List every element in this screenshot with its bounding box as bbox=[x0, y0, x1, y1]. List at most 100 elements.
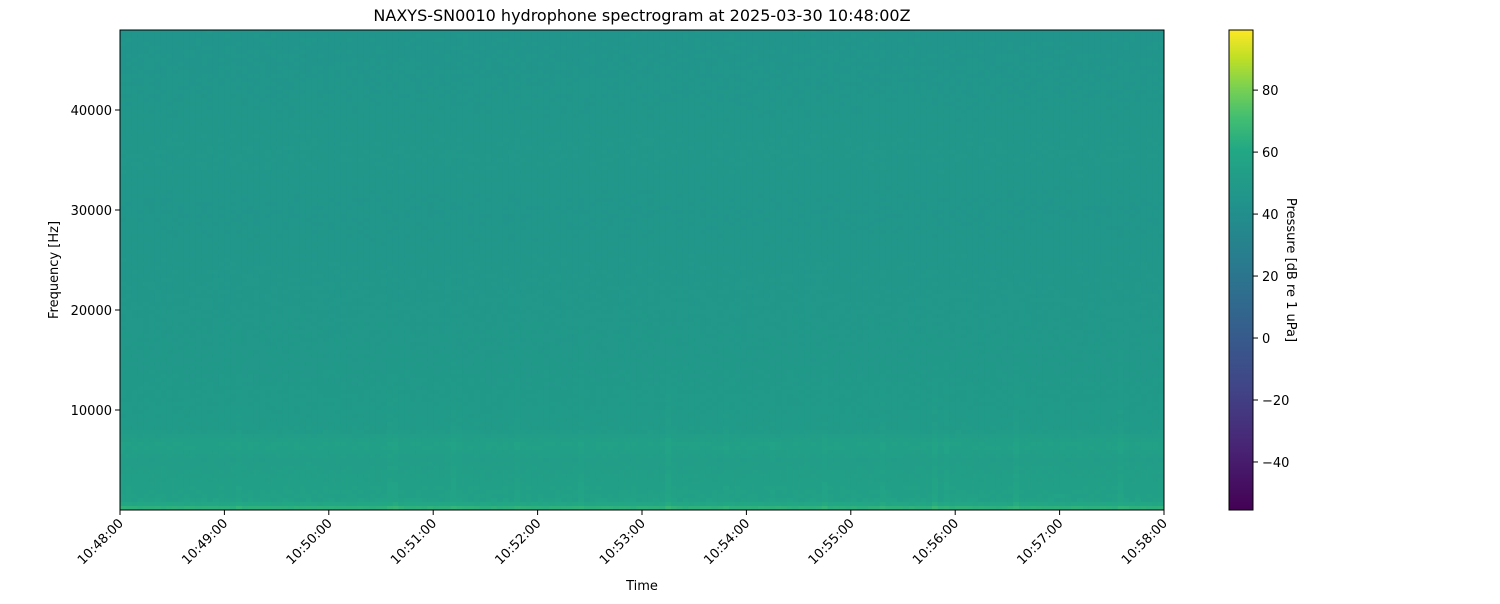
heatmap-cell bbox=[1129, 102, 1135, 106]
heatmap-cell bbox=[1019, 130, 1025, 134]
heatmap-cell bbox=[259, 98, 265, 102]
heatmap-cell bbox=[445, 134, 451, 138]
heatmap-cell bbox=[433, 42, 439, 46]
heatmap-cell bbox=[532, 74, 538, 78]
heatmap-cell bbox=[242, 42, 248, 46]
heatmap-cell bbox=[555, 90, 561, 94]
heatmap-cell bbox=[132, 106, 138, 110]
heatmap-cell bbox=[201, 34, 207, 38]
heatmap-cell bbox=[190, 90, 196, 94]
heatmap-cell bbox=[700, 106, 706, 110]
heatmap-cell bbox=[1071, 50, 1077, 54]
heatmap-cell bbox=[1007, 82, 1013, 86]
heatmap-cell bbox=[990, 70, 996, 74]
heatmap-cell bbox=[671, 118, 677, 122]
heatmap-cell bbox=[358, 50, 364, 54]
heatmap-cell bbox=[729, 82, 735, 86]
heatmap-cell bbox=[1147, 130, 1153, 134]
heatmap-cell bbox=[880, 90, 886, 94]
heatmap-cell bbox=[311, 86, 317, 90]
heatmap-cell bbox=[1089, 110, 1095, 114]
heatmap-cell bbox=[683, 34, 689, 38]
heatmap-cell bbox=[329, 126, 335, 130]
heatmap-cell bbox=[596, 30, 602, 34]
heatmap-cell bbox=[741, 86, 747, 90]
heatmap-cell bbox=[433, 110, 439, 114]
heatmap-cell bbox=[1129, 38, 1135, 42]
heatmap-cell bbox=[491, 118, 497, 122]
heatmap-cell bbox=[764, 58, 770, 62]
heatmap-cell bbox=[1002, 94, 1008, 98]
heatmap-cell bbox=[683, 114, 689, 118]
heatmap-cell bbox=[335, 126, 341, 130]
heatmap-cell bbox=[555, 70, 561, 74]
heatmap-cell bbox=[543, 58, 549, 62]
heatmap-cell bbox=[938, 90, 944, 94]
heatmap-cell bbox=[300, 98, 306, 102]
heatmap-cell bbox=[1094, 114, 1100, 118]
heatmap-cell bbox=[648, 126, 654, 130]
heatmap-cell bbox=[358, 74, 364, 78]
heatmap-cell bbox=[903, 110, 909, 114]
heatmap-cell bbox=[526, 62, 532, 66]
heatmap-cell bbox=[961, 106, 967, 110]
heatmap-cell bbox=[880, 78, 886, 82]
heatmap-cell bbox=[938, 118, 944, 122]
heatmap-cell bbox=[868, 86, 874, 90]
heatmap-cell bbox=[671, 134, 677, 138]
heatmap-cell bbox=[1002, 122, 1008, 126]
heatmap-cell bbox=[717, 86, 723, 90]
heatmap-cell bbox=[433, 78, 439, 82]
heatmap-cell bbox=[398, 42, 404, 46]
heatmap-cell bbox=[375, 130, 381, 134]
heatmap-cell bbox=[729, 62, 735, 66]
heatmap-cell bbox=[555, 62, 561, 66]
heatmap-cell bbox=[677, 66, 683, 70]
heatmap-cell bbox=[758, 82, 764, 86]
heatmap-cell bbox=[439, 114, 445, 118]
heatmap-cell bbox=[300, 58, 306, 62]
heatmap-cell bbox=[694, 94, 700, 98]
heatmap-cell bbox=[387, 126, 393, 130]
heatmap-cell bbox=[364, 138, 370, 142]
heatmap-cell bbox=[480, 62, 486, 66]
heatmap-cell bbox=[207, 98, 213, 102]
heatmap-cell bbox=[578, 126, 584, 130]
heatmap-cell bbox=[886, 94, 892, 98]
heatmap-cell bbox=[381, 90, 387, 94]
heatmap-cell bbox=[248, 58, 254, 62]
heatmap-cell bbox=[184, 130, 190, 134]
heatmap-cell bbox=[1118, 126, 1124, 130]
heatmap-cell bbox=[445, 62, 451, 66]
heatmap-cell bbox=[665, 34, 671, 38]
heatmap-cell bbox=[752, 50, 758, 54]
heatmap-cell bbox=[868, 42, 874, 46]
heatmap-cell bbox=[288, 86, 294, 90]
heatmap-cell bbox=[1129, 50, 1135, 54]
heatmap-cell bbox=[915, 58, 921, 62]
heatmap-cell bbox=[862, 118, 868, 122]
heatmap-cell bbox=[990, 86, 996, 90]
heatmap-cell bbox=[311, 78, 317, 82]
heatmap-cell bbox=[1112, 86, 1118, 90]
heatmap-cell bbox=[926, 78, 932, 82]
heatmap-cell bbox=[265, 110, 271, 114]
heatmap-cell bbox=[416, 46, 422, 50]
heatmap-cell bbox=[793, 130, 799, 134]
heatmap-cell bbox=[886, 82, 892, 86]
heatmap-cell bbox=[346, 66, 352, 70]
heatmap-cell bbox=[1071, 66, 1077, 70]
heatmap-cell bbox=[1007, 70, 1013, 74]
heatmap-cell bbox=[503, 42, 509, 46]
heatmap-cell bbox=[451, 102, 457, 106]
heatmap-cell bbox=[770, 50, 776, 54]
heatmap-cell bbox=[880, 54, 886, 58]
heatmap-cell bbox=[694, 102, 700, 106]
heatmap-cell bbox=[822, 54, 828, 58]
heatmap-cell bbox=[190, 34, 196, 38]
heatmap-cell bbox=[828, 86, 834, 90]
heatmap-cell bbox=[1118, 50, 1124, 54]
heatmap-cell bbox=[346, 130, 352, 134]
heatmap-cell bbox=[259, 34, 265, 38]
heatmap-cell bbox=[752, 94, 758, 98]
